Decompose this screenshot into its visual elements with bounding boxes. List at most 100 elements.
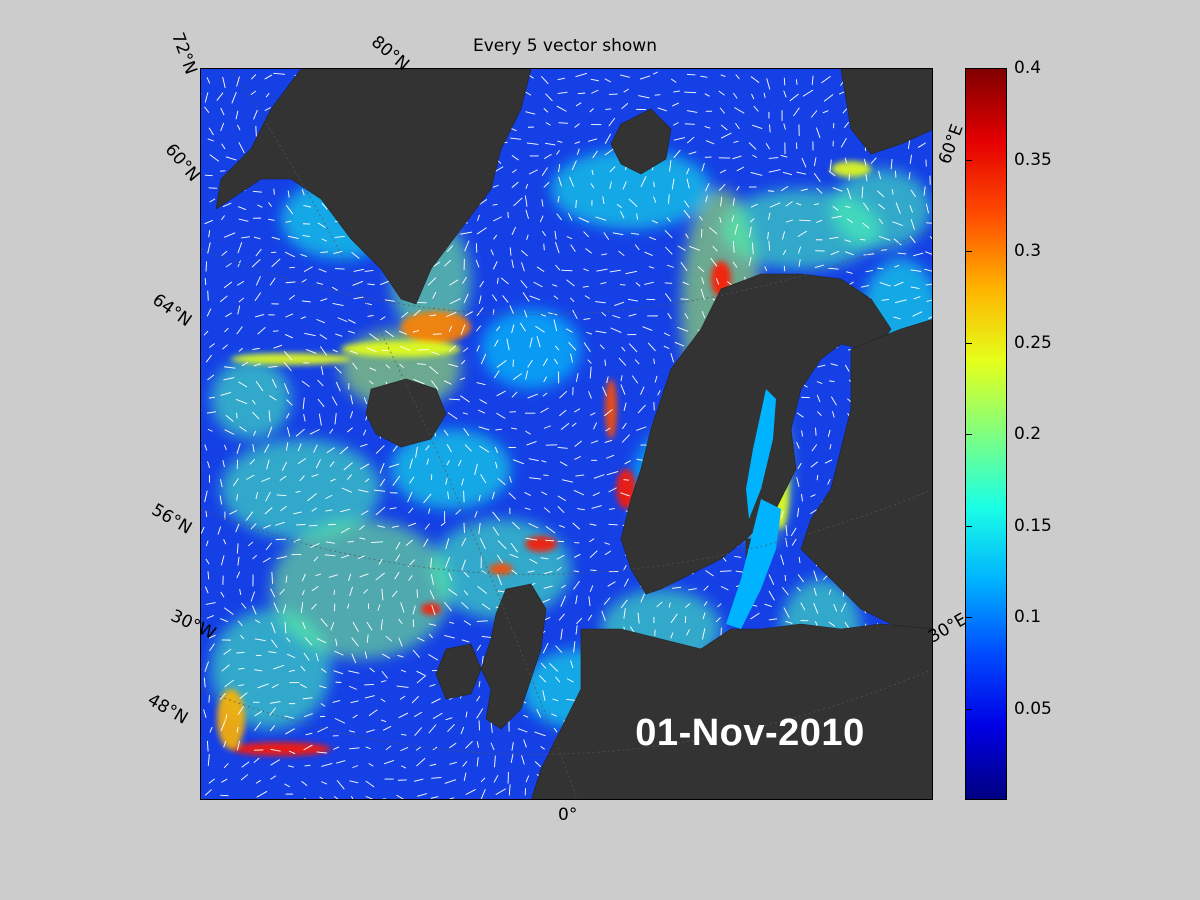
current-vector [446, 460, 450, 466]
current-vector [425, 445, 430, 451]
speed-patch [211, 359, 291, 439]
current-vector [700, 288, 705, 300]
current-vector [413, 378, 425, 385]
current-vector [273, 188, 275, 195]
current-vector [302, 235, 311, 237]
current-vector [575, 474, 585, 477]
current-vector [647, 342, 656, 352]
current-vector [351, 251, 360, 259]
current-vector [449, 621, 455, 624]
current-vector [573, 580, 580, 590]
current-vector [302, 697, 313, 700]
current-vector [238, 667, 245, 670]
current-vector [348, 330, 355, 334]
current-vector [576, 617, 583, 625]
current-vector [219, 693, 226, 700]
current-vector [465, 740, 473, 749]
current-vector [204, 789, 212, 796]
current-vector [347, 427, 353, 433]
current-vector [880, 249, 888, 251]
current-vector [220, 555, 225, 566]
current-vector [910, 189, 916, 198]
current-vector [396, 794, 404, 799]
current-vector [339, 446, 349, 455]
current-vector [634, 359, 640, 365]
current-vector [781, 586, 789, 596]
current-vector [813, 602, 819, 614]
current-vector [299, 475, 305, 482]
current-vector [446, 245, 454, 253]
current-vector [784, 574, 787, 582]
colorbar-tick [966, 617, 972, 618]
speed-hot-spot [401, 311, 471, 343]
current-vector [310, 542, 320, 548]
current-vector [657, 107, 667, 112]
current-vector [494, 446, 498, 454]
current-vector [398, 618, 403, 625]
current-vector [431, 777, 442, 779]
current-vector [502, 295, 509, 303]
current-vector [364, 270, 374, 272]
current-vector [604, 78, 611, 83]
current-vector [351, 637, 359, 647]
current-vector [780, 154, 788, 158]
current-vector [815, 427, 817, 436]
current-vector [237, 124, 241, 131]
current-vector [685, 233, 689, 239]
current-vector [686, 110, 698, 113]
current-vector [411, 695, 420, 704]
current-vector [552, 698, 559, 702]
current-vector [222, 76, 226, 89]
current-vector [279, 588, 285, 595]
current-vector [285, 412, 290, 419]
current-vector [231, 92, 237, 104]
current-vector [203, 330, 209, 336]
current-vector [583, 318, 591, 320]
current-vector [799, 219, 811, 222]
current-vector [595, 216, 607, 221]
current-vector [238, 142, 245, 154]
current-vector [217, 526, 222, 535]
current-vector [534, 731, 546, 737]
current-vector [521, 262, 525, 272]
current-vector [764, 603, 773, 607]
current-vector [540, 598, 551, 604]
current-vector [813, 570, 818, 582]
current-vector [328, 574, 339, 578]
current-vector [432, 746, 438, 751]
current-vector [541, 460, 547, 463]
current-vector [380, 698, 386, 703]
current-vector [268, 410, 271, 422]
current-vector [593, 474, 605, 479]
current-vector [335, 333, 343, 337]
current-vector [560, 595, 566, 607]
current-vector [349, 780, 359, 784]
current-vector [512, 459, 525, 465]
speed-patch [391, 429, 511, 509]
current-vector [320, 298, 328, 302]
current-vector [219, 295, 228, 303]
current-vector [801, 157, 807, 168]
current-vector [311, 507, 318, 512]
current-vector [634, 244, 640, 251]
current-vector [287, 765, 294, 768]
current-vector [588, 391, 592, 399]
current-vector [780, 554, 785, 566]
current-vector [334, 413, 337, 425]
current-vector [276, 494, 287, 496]
current-vector [733, 92, 738, 99]
current-vector [609, 269, 621, 273]
lat-label-64n: 64°N [148, 290, 196, 331]
current-vector [204, 586, 209, 594]
current-vector [653, 181, 655, 188]
current-vector [527, 393, 538, 399]
current-vector [476, 644, 482, 651]
current-vector [686, 178, 690, 189]
current-vector [205, 558, 210, 565]
current-vector [223, 763, 229, 769]
current-vector [285, 313, 294, 318]
current-vector [286, 637, 291, 643]
current-vector [749, 218, 755, 223]
current-vector [753, 105, 759, 112]
current-vector [330, 478, 336, 482]
